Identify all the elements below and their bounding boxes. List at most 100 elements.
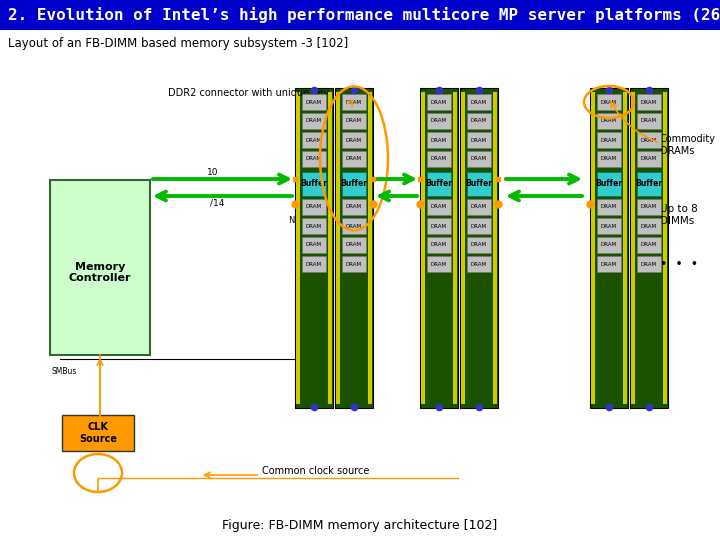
Bar — [342, 218, 366, 234]
Text: Buffer: Buffer — [636, 179, 662, 188]
Text: Buffer: Buffer — [595, 179, 623, 188]
Text: Up to 8
DIMMs: Up to 8 DIMMs — [660, 204, 698, 226]
Bar — [302, 256, 326, 272]
Bar — [590, 88, 628, 408]
Bar — [420, 88, 458, 408]
Bar — [597, 218, 621, 234]
Text: DRAM: DRAM — [306, 118, 322, 124]
Bar — [597, 113, 621, 129]
Text: /14: /14 — [210, 198, 225, 207]
Text: DRAM: DRAM — [601, 138, 617, 143]
Text: DRAM: DRAM — [601, 242, 617, 247]
Text: DRAM: DRAM — [431, 224, 447, 228]
Bar — [342, 151, 366, 167]
Text: DRAM: DRAM — [431, 138, 447, 143]
Bar — [62, 415, 134, 451]
Bar — [368, 92, 372, 404]
Text: DRAM: DRAM — [601, 205, 617, 210]
Text: DRAM: DRAM — [471, 99, 487, 105]
Text: DRAM: DRAM — [641, 138, 657, 143]
Text: Commodity
DRAMs: Commodity DRAMs — [660, 134, 716, 156]
Text: DRAM: DRAM — [346, 242, 362, 247]
Bar — [597, 172, 621, 196]
Bar — [597, 256, 621, 272]
Text: DRAM: DRAM — [306, 205, 322, 210]
Bar — [637, 237, 661, 253]
Bar — [597, 237, 621, 253]
Bar — [663, 92, 667, 404]
Bar — [302, 151, 326, 167]
Bar — [637, 218, 661, 234]
Bar — [467, 151, 491, 167]
Text: DRAM: DRAM — [306, 99, 322, 105]
Text: DRAM: DRAM — [471, 224, 487, 228]
Bar — [342, 113, 366, 129]
Text: DRAM: DRAM — [601, 261, 617, 267]
Bar — [342, 172, 366, 196]
Bar — [0, 0, 720, 30]
Bar — [467, 237, 491, 253]
Text: SMBus: SMBus — [52, 367, 77, 376]
Bar — [467, 199, 491, 215]
Text: DRAM: DRAM — [601, 118, 617, 124]
Text: Buffer: Buffer — [300, 179, 328, 188]
Bar — [460, 88, 498, 408]
Bar — [467, 113, 491, 129]
Text: DRAM: DRAM — [641, 99, 657, 105]
Text: DDR2 connector with unique key: DDR2 connector with unique key — [168, 88, 329, 98]
Text: 2. Evolution of Intel’s high performance multicore MP server platforms (26): 2. Evolution of Intel’s high performance… — [8, 7, 720, 23]
Bar — [467, 94, 491, 110]
Bar — [453, 92, 457, 404]
Bar — [637, 132, 661, 148]
Text: Memory
Controller: Memory Controller — [68, 262, 131, 284]
Text: Buffer: Buffer — [426, 179, 452, 188]
Text: Common clock source: Common clock source — [262, 466, 369, 476]
Text: 10: 10 — [207, 168, 218, 177]
Text: Buffer: Buffer — [466, 179, 492, 188]
Text: DRAM: DRAM — [431, 242, 447, 247]
Bar — [637, 199, 661, 215]
Text: DRAM: DRAM — [471, 261, 487, 267]
Bar — [427, 256, 451, 272]
Bar — [302, 113, 326, 129]
Bar — [302, 237, 326, 253]
Bar — [597, 199, 621, 215]
Bar — [637, 113, 661, 129]
Text: DRAM: DRAM — [346, 224, 362, 228]
Bar — [630, 88, 668, 408]
Bar — [591, 92, 595, 404]
Text: DRAM: DRAM — [641, 242, 657, 247]
Bar — [631, 92, 635, 404]
Bar — [597, 132, 621, 148]
Bar — [461, 92, 465, 404]
Bar — [427, 172, 451, 196]
Bar — [597, 151, 621, 167]
Text: DRAM: DRAM — [431, 261, 447, 267]
Bar — [637, 256, 661, 272]
Text: DRAM: DRAM — [641, 224, 657, 228]
Text: DRAM: DRAM — [601, 99, 617, 105]
Text: •  •  •: • • • — [660, 259, 698, 272]
Text: DRAM: DRAM — [641, 157, 657, 161]
Bar — [427, 132, 451, 148]
Text: DRAM: DRAM — [346, 157, 362, 161]
Text: DRAM: DRAM — [601, 157, 617, 161]
Text: DRAM: DRAM — [306, 138, 322, 143]
Bar — [421, 92, 425, 404]
Bar — [296, 92, 300, 404]
Text: DRAM: DRAM — [346, 138, 362, 143]
Text: DRAM: DRAM — [346, 205, 362, 210]
Text: DRAM: DRAM — [306, 157, 322, 161]
Bar — [467, 132, 491, 148]
Bar — [342, 237, 366, 253]
Text: DRAM: DRAM — [601, 224, 617, 228]
Bar — [637, 172, 661, 196]
Text: DRAM: DRAM — [346, 99, 362, 105]
Bar — [302, 132, 326, 148]
Bar — [493, 92, 497, 404]
Text: DRAM: DRAM — [641, 261, 657, 267]
Text: DRAM: DRAM — [346, 118, 362, 124]
Bar — [342, 132, 366, 148]
Bar — [302, 172, 326, 196]
Bar — [302, 94, 326, 110]
